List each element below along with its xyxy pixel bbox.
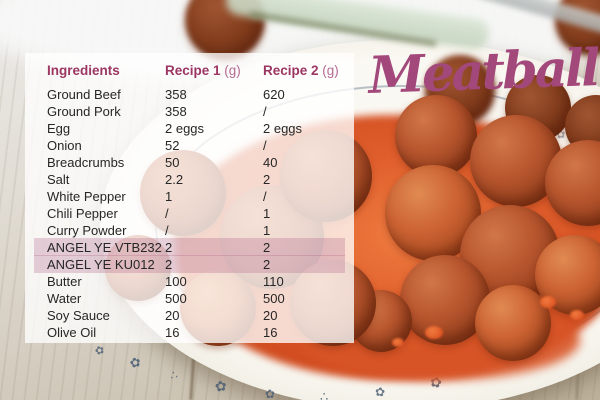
recipe2-value: 620 [263,87,285,102]
table-row: ANGEL YE KU012 2 2 [34,255,347,273]
ingredient-name: Olive Oil [47,325,97,340]
column-header-recipe1: Recipe 1 (g) [165,63,263,78]
ingredient-name: Breadcrumbs [47,155,125,170]
ingredient-name: White Pepper [47,189,126,204]
recipe2-value: 2 [263,240,271,255]
recipe1-value: 2 [165,240,173,255]
header-unit: (g) [224,63,241,78]
table-row: Curry Powder / 1 [47,222,347,239]
table-row: Butter 100 110 [47,273,347,290]
ingredient-name: Butter [47,274,82,289]
recipe1-value: 2 eggs [165,121,205,136]
header-unit: (g) [322,63,339,78]
ingredient-name: Curry Powder [47,223,127,238]
table-row: Soy Sauce 20 20 [47,307,347,324]
table-row: Salt 2.2 2 [47,171,347,188]
ingredient-name: Water [47,291,82,306]
floral-sprig-icon: ✿ [264,386,276,400]
table-row: White Pepper 1 / [47,188,347,205]
table-row: Olive Oil 16 16 [47,324,347,341]
table-row: Water 500 500 [47,290,347,307]
column-header-ingredients: Ingredients [47,63,165,78]
recipe2-value: 20 [263,308,278,323]
ingredient-name: Ground Pork [47,104,121,119]
column-header-recipe2: Recipe 2 (g) [263,63,347,78]
recipe2-value: 1 [263,206,271,221]
ingredient-name: ANGEL YE VTB232 [47,240,162,255]
floral-sprig-icon: ✿ [213,378,228,396]
tomato-chunk [540,296,556,308]
recipe2-value: 110 [263,274,284,289]
ingredient-name: Chili Pepper [47,206,118,221]
recipe1-value: 2 [165,257,173,272]
recipe1-value: 52 [165,138,180,153]
table-row: Onion 52 / [47,137,347,154]
table-row: Breadcrumbs 50 40 [47,154,347,171]
tomato-chunk [425,326,443,339]
recipe2-value: 2 [263,257,271,272]
header-label: Ingredients [47,63,120,78]
header-label: Recipe 1 [165,63,221,78]
table-row: Chili Pepper / 1 [47,205,347,222]
table-header: Ingredients Recipe 1 (g) Recipe 2 (g) [47,63,347,86]
ingredient-name: Salt [47,172,70,187]
recipe1-value: 100 [165,274,187,289]
table-row: Egg 2 eggs 2 eggs [47,120,347,137]
recipe2-value: 2 [263,172,271,187]
recipe1-value: / [165,223,169,238]
recipe1-value: 2.2 [165,172,184,187]
floral-sprig-icon: ✿ [374,384,386,400]
ingredients-table: Ingredients Recipe 1 (g) Recipe 2 (g) Gr… [34,63,347,341]
recipe1-value: 50 [165,155,180,170]
tomato-chunk [392,338,404,347]
recipe-title: Meatball [367,38,599,106]
ingredients-panel [25,53,354,343]
ingredient-name: Onion [47,138,82,153]
tomato-chunk [570,310,584,320]
meatball [395,95,477,177]
table-row: Ground Pork 358 / [47,103,347,120]
ingredient-name: Egg [47,121,71,136]
recipe1-value: 500 [165,291,187,306]
header-label: Recipe 2 [263,63,319,78]
recipe1-value: 20 [165,308,180,323]
recipe1-value: 16 [165,325,180,340]
recipe1-value: / [165,206,169,221]
recipe2-value: / [263,104,267,119]
recipe2-value: 500 [263,291,285,306]
recipe2-value: 16 [263,325,278,340]
recipe1-value: 358 [165,104,187,119]
table-row: Ground Beef 358 620 [47,86,347,103]
meatball [475,285,551,361]
dot-cluster-icon: ∴ [320,390,329,400]
recipe2-value: / [263,189,267,204]
recipe2-value: 40 [263,155,278,170]
table-row: ANGEL YE VTB232 2 2 [34,238,347,256]
recipe1-value: 1 [165,189,173,204]
recipe2-value: 2 eggs [263,121,303,136]
recipe2-value: / [263,138,267,153]
table-body: Ground Beef 358 620 Ground Pork 358 / Eg… [34,86,347,341]
ingredient-name: Ground Beef [47,87,121,102]
ingredient-name: Soy Sauce [47,308,110,323]
recipe1-value: 358 [165,87,187,102]
ingredient-name: ANGEL YE KU012 [47,257,155,272]
recipe2-value: 1 [263,223,271,238]
